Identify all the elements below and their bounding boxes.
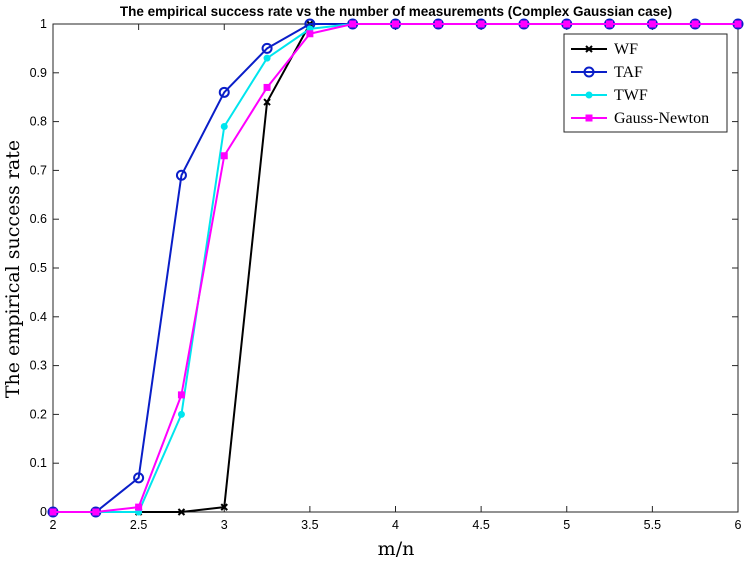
- data-point-gauss-newton: [734, 20, 742, 28]
- x-tick-label: 4.5: [472, 518, 489, 532]
- y-tick-label: 0.2: [30, 407, 47, 421]
- data-point-wf: [263, 98, 271, 106]
- legend-label: Gauss-Newton: [614, 110, 709, 127]
- x-tick-label: 5.5: [644, 518, 661, 532]
- data-point-gauss-newton: [49, 508, 57, 516]
- data-point-taf: [175, 169, 187, 181]
- x-axis-label: m/n: [378, 538, 415, 560]
- data-point-gauss-newton: [349, 20, 357, 28]
- y-tick-label: 0.4: [30, 310, 47, 324]
- data-point-gauss-newton: [220, 152, 228, 160]
- data-point-wf: [220, 503, 228, 511]
- x-tick-label: 4: [392, 518, 399, 532]
- data-point-wf: [177, 508, 186, 516]
- data-point-gauss-newton: [606, 20, 614, 28]
- data-point-taf: [133, 472, 145, 484]
- legend-marker: [583, 66, 595, 78]
- data-point-twf: [177, 410, 185, 418]
- x-tick-label: 2.5: [130, 518, 147, 532]
- x-tick-label: 6: [735, 518, 742, 532]
- legend-marker: [585, 114, 593, 122]
- legend-item-taf: TAF: [571, 64, 643, 81]
- data-point-gauss-newton: [477, 20, 485, 28]
- legend-marker: [585, 91, 593, 99]
- y-tick-label: 0.5: [30, 261, 47, 275]
- data-point-gauss-newton: [691, 20, 699, 28]
- data-point-gauss-newton: [263, 83, 271, 91]
- series-layer: [47, 18, 744, 518]
- x-tick-label: 2: [50, 518, 57, 532]
- data-point-gauss-newton: [306, 30, 314, 38]
- y-tick-label: 1: [40, 17, 47, 31]
- data-point-gauss-newton: [520, 20, 528, 28]
- legend-item-gauss-newton: Gauss-Newton: [571, 110, 709, 127]
- chart-title: The empirical success rate vs the number…: [120, 4, 672, 19]
- data-point-gauss-newton: [648, 20, 656, 28]
- data-point-gauss-newton: [177, 391, 185, 399]
- y-axis-label: The empirical success rate: [2, 140, 24, 398]
- y-axis: 0 0.1 0.2 0.3 0.4 0.5 0.6 0.7 0.8 0.9 1: [30, 17, 738, 519]
- data-point-taf: [261, 42, 273, 54]
- data-point-gauss-newton: [92, 508, 100, 516]
- y-tick-label: 0.8: [30, 115, 47, 129]
- data-point-gauss-newton: [392, 20, 399, 28]
- series-gauss-newton: [49, 20, 742, 516]
- data-point-gauss-newton: [563, 20, 571, 28]
- legend-item-wf: WF: [571, 41, 638, 58]
- legend-marker: [585, 45, 593, 53]
- data-point-gauss-newton: [135, 503, 143, 511]
- x-tick-label: 3.5: [301, 518, 318, 532]
- x-axis: 2 2.5 3 3.5 4 4.5 5 5.5 6: [50, 24, 742, 532]
- legend: WF TAF TWF Gauss-Newton: [563, 33, 728, 133]
- y-tick-label: 0.9: [30, 66, 47, 80]
- data-point-gauss-newton: [434, 20, 442, 28]
- y-tick-label: 0: [40, 505, 47, 519]
- legend-item-twf: TWF: [571, 87, 648, 104]
- data-point-twf: [220, 122, 228, 130]
- x-tick-label: 3: [221, 518, 228, 532]
- x-tick-label: 5: [563, 518, 570, 532]
- legend-label: TWF: [614, 87, 648, 104]
- data-point-twf: [263, 54, 271, 62]
- y-tick-label: 0.7: [30, 163, 47, 177]
- y-tick-label: 0.6: [30, 212, 47, 226]
- legend-label: TAF: [614, 64, 643, 81]
- data-point-taf: [218, 86, 230, 98]
- y-tick-label: 0.3: [30, 359, 47, 373]
- y-tick-label: 0.1: [30, 456, 47, 470]
- legend-label: WF: [614, 41, 638, 58]
